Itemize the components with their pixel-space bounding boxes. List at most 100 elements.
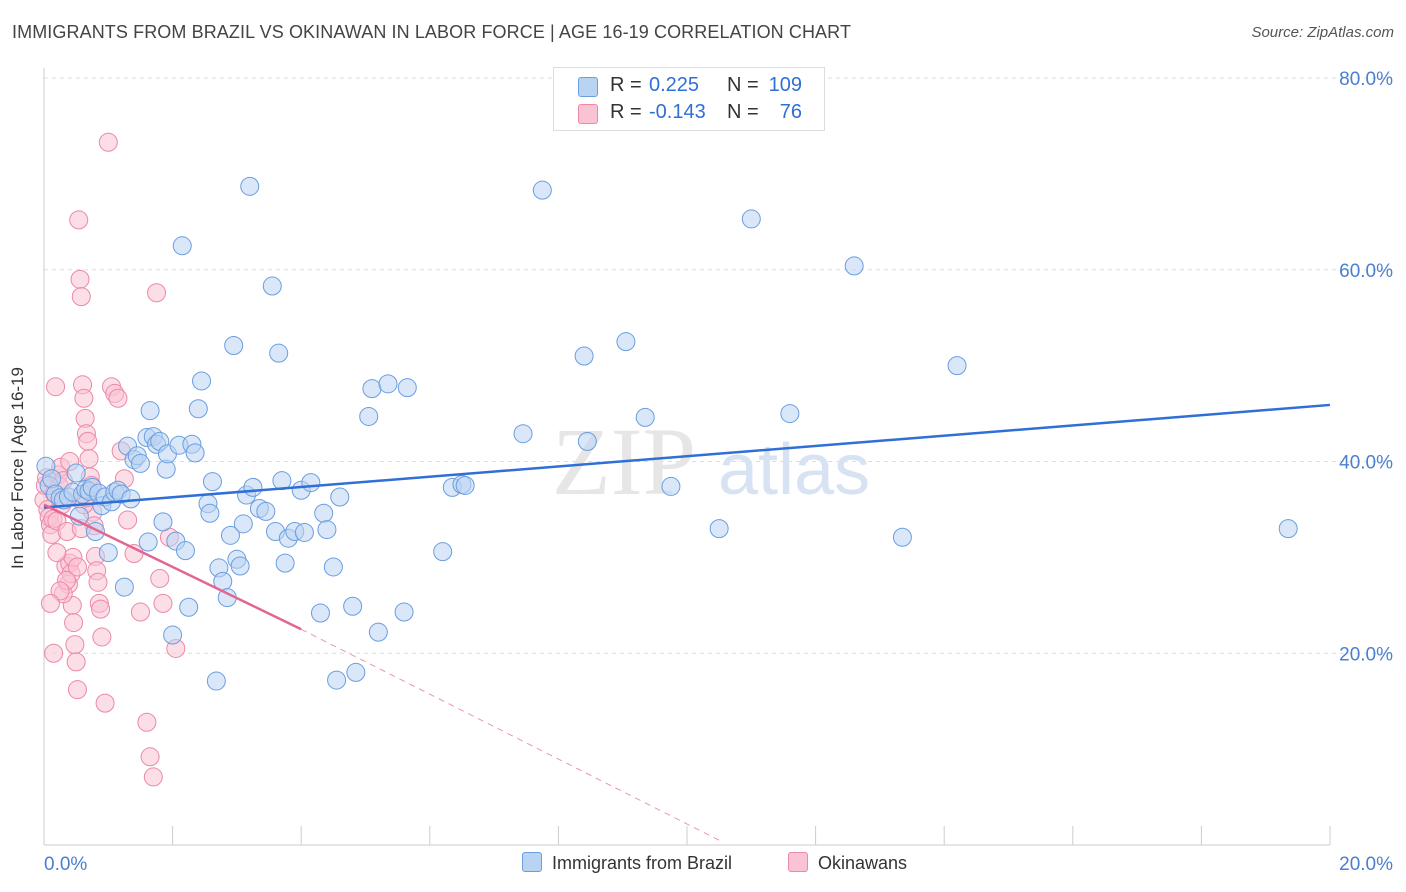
- brazil-point: [220, 525, 240, 545]
- brazil-point: [1278, 519, 1298, 539]
- okinawan-point: [150, 568, 170, 588]
- brazil-point: [163, 625, 183, 645]
- brazil-point: [175, 541, 195, 561]
- r-label: R =: [610, 101, 642, 123]
- legend-label-brazil: Immigrants from Brazil: [552, 853, 733, 873]
- y-axis-label: In Labor Force | Age 16-19: [8, 367, 27, 569]
- okinawan-point: [74, 388, 94, 408]
- brazil-point: [243, 477, 263, 497]
- y-tick-label: 80.0%: [1339, 69, 1393, 90]
- brazil-point: [98, 543, 118, 563]
- brazil-point: [330, 487, 350, 507]
- axes-layer: [43, 68, 1331, 846]
- okinawan-legend-swatch: [788, 852, 808, 872]
- grid-layer: [44, 77, 1392, 654]
- brazil-point: [362, 379, 382, 399]
- okinawan-point: [44, 643, 64, 663]
- n-label: N =: [727, 101, 759, 123]
- brazil-point: [317, 520, 337, 540]
- tick-labels: 20.0% 40.0% 60.0% 80.0% 0.0% 20.0%: [44, 69, 1393, 875]
- okinawan-point: [70, 269, 90, 289]
- brazil-point: [635, 407, 655, 427]
- brazil-point: [192, 371, 212, 391]
- brazil-point: [138, 532, 158, 552]
- legend-item-brazil[interactable]: Immigrants from Brazil: [522, 852, 732, 874]
- brazil-point: [262, 276, 282, 296]
- okinawan-trend-extension: [300, 628, 720, 841]
- okinawan-point: [137, 712, 157, 732]
- y-tick-label: 40.0%: [1339, 453, 1393, 474]
- brazil-point: [256, 501, 276, 521]
- brazil-trend-line: [43, 403, 1331, 509]
- brazil-point: [892, 527, 912, 547]
- brazil-legend-swatch: [522, 852, 542, 872]
- brazil-point: [200, 503, 220, 523]
- brazil-point: [709, 519, 729, 539]
- okinawan-point: [69, 210, 89, 230]
- y-tick-label: 20.0%: [1339, 644, 1393, 665]
- brazil-point: [513, 424, 533, 444]
- brazil-point: [310, 603, 330, 623]
- okinawan-point: [64, 613, 84, 633]
- stats-legend: R = 0.225 N = 109 R = -0.143 N = 76: [553, 67, 825, 131]
- brazil-point: [206, 671, 226, 691]
- brazil-point: [661, 476, 681, 496]
- okinawan-point: [46, 377, 66, 397]
- brazil-point: [346, 662, 366, 682]
- brazil-point: [574, 346, 594, 366]
- brazil-point: [275, 553, 295, 573]
- chart-title: IMMIGRANTS FROM BRAZIL VS OKINAWAN IN LA…: [12, 22, 852, 42]
- brazil-point: [202, 472, 222, 492]
- brazil-point: [532, 180, 552, 200]
- brazil-point: [433, 542, 453, 562]
- okinawan-point: [153, 593, 173, 613]
- brazil-point: [188, 399, 208, 419]
- brazil-point: [947, 356, 967, 376]
- brazil-point: [140, 401, 160, 421]
- r-value: -0.143: [649, 101, 706, 123]
- okinawan-point: [108, 388, 128, 408]
- brazil-point: [233, 514, 253, 534]
- brazil-point: [780, 404, 800, 424]
- okinawan-point: [78, 431, 98, 451]
- watermark-atlas: atlas: [718, 430, 870, 510]
- legend-item-okinawan[interactable]: Okinawans: [788, 852, 907, 874]
- okinawan-point: [147, 283, 167, 303]
- okinawan-point: [118, 510, 138, 530]
- brazil-point: [114, 577, 134, 597]
- okinawan-point: [47, 543, 67, 563]
- trend-lines: [43, 403, 1331, 841]
- brazil-point: [172, 236, 192, 256]
- okinawan-point: [79, 449, 99, 469]
- brazil-point: [179, 597, 199, 617]
- okinawan-point: [40, 593, 60, 613]
- okinawan-trend-line: [43, 503, 302, 631]
- r-value: 0.225: [649, 74, 700, 96]
- brazil-point: [130, 453, 150, 473]
- brazil-point: [343, 596, 363, 616]
- brazil-point: [224, 335, 244, 355]
- brazil-point: [378, 374, 398, 394]
- okinawan-point: [91, 599, 111, 619]
- brazil-point: [240, 176, 260, 196]
- x-tick-label: 0.0%: [44, 854, 87, 875]
- brazil-point: [368, 622, 388, 642]
- brazil-point: [301, 473, 321, 493]
- brazil-point: [230, 556, 250, 576]
- brazil-point: [66, 463, 86, 483]
- okinawan-point: [66, 652, 86, 672]
- okinawan-point: [95, 693, 115, 713]
- okinawan-point: [143, 767, 163, 787]
- brazil-point: [153, 512, 173, 532]
- brazil-point: [327, 670, 347, 690]
- okinawan-point: [88, 572, 108, 592]
- brazil-point: [359, 406, 379, 426]
- okinawan-point: [71, 287, 91, 307]
- brazil-point: [185, 443, 205, 463]
- brazil-point: [577, 431, 597, 451]
- okinawan-point: [67, 680, 87, 700]
- r-label: R =: [610, 74, 642, 96]
- legend-label-okinawan: Okinawans: [818, 853, 908, 873]
- okinawan-point: [130, 602, 150, 622]
